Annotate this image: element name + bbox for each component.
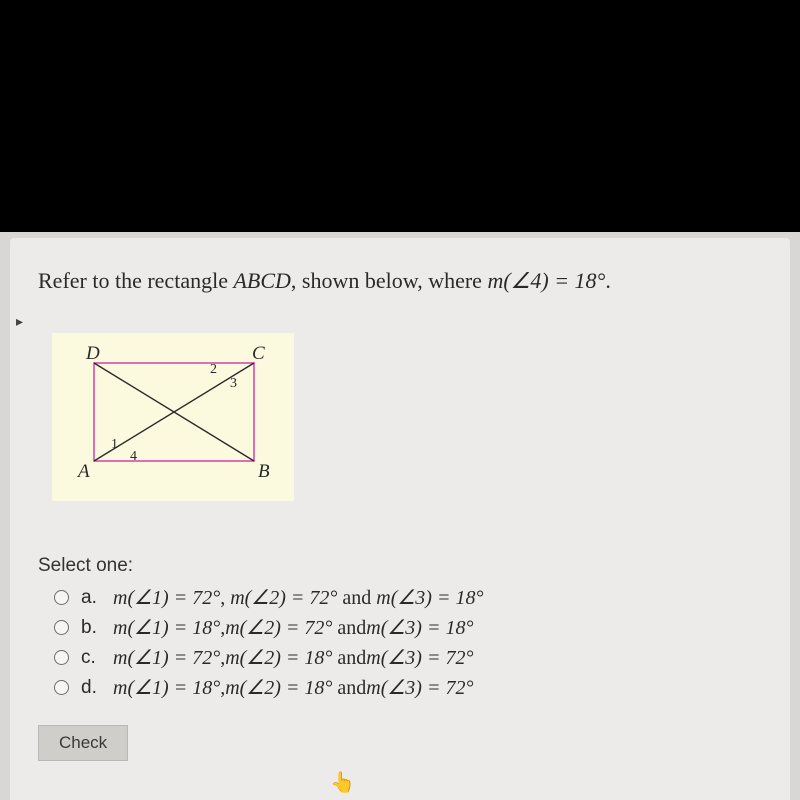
- option-c[interactable]: c. m(∠1) = 72°,m(∠2) = 18° andm(∠3) = 72…: [54, 643, 762, 673]
- option-b[interactable]: b. m(∠1) = 18°,m(∠2) = 72° andm(∠3) = 18…: [54, 613, 762, 643]
- question-mid: , shown below, where: [291, 268, 488, 293]
- radio-b[interactable]: [54, 620, 69, 635]
- select-one-label: Select one:: [38, 555, 762, 577]
- question-prefix: Refer to the rectangle: [38, 268, 233, 293]
- given-expression: m(∠4) = 18°: [487, 268, 605, 293]
- cursor-icon: 👆: [330, 770, 355, 795]
- option-letter-d: d.: [81, 677, 101, 699]
- check-button[interactable]: Check: [38, 725, 128, 761]
- side-tick-mark: ▸: [16, 314, 23, 331]
- label-angle-4: 4: [130, 449, 137, 464]
- option-text-b: m(∠1) = 18°,m(∠2) = 72° andm(∠3) = 18°: [113, 615, 473, 640]
- option-a[interactable]: a. m(∠1) = 72°, m(∠2) = 72° and m(∠3) = …: [54, 583, 762, 613]
- label-d: D: [85, 343, 100, 364]
- question-text: Refer to the rectangle ABCD, shown below…: [38, 266, 762, 297]
- option-letter-b: b.: [81, 617, 101, 639]
- label-a: A: [76, 461, 90, 482]
- shape-name: ABCD: [233, 268, 290, 293]
- question-panel: ▸ Refer to the rectangle ABCD, shown bel…: [10, 238, 790, 800]
- label-b: B: [258, 461, 270, 482]
- radio-c[interactable]: [54, 650, 69, 665]
- option-letter-a: a.: [81, 587, 101, 609]
- radio-a[interactable]: [54, 590, 69, 605]
- black-letterbox-top: [0, 0, 800, 232]
- option-text-a: m(∠1) = 72°, m(∠2) = 72° and m(∠3) = 18°: [113, 585, 483, 610]
- figure-svg: D C A B 1 4 2 3: [52, 333, 294, 501]
- label-angle-3: 3: [230, 376, 237, 391]
- option-letter-c: c.: [81, 647, 101, 669]
- rectangle-figure: D C A B 1 4 2 3: [52, 333, 294, 501]
- option-text-d: m(∠1) = 18°,m(∠2) = 18° andm(∠3) = 72°: [113, 675, 473, 700]
- option-text-c: m(∠1) = 72°,m(∠2) = 18° andm(∠3) = 72°: [113, 645, 473, 670]
- screen-area: ▸ Refer to the rectangle ABCD, shown bel…: [0, 232, 800, 800]
- options-group: a. m(∠1) = 72°, m(∠2) = 72° and m(∠3) = …: [54, 583, 762, 703]
- label-angle-2: 2: [210, 362, 217, 377]
- radio-d[interactable]: [54, 680, 69, 695]
- label-c: C: [252, 343, 265, 364]
- question-suffix: .: [605, 268, 611, 293]
- label-angle-1: 1: [111, 437, 118, 452]
- option-d[interactable]: d. m(∠1) = 18°,m(∠2) = 18° andm(∠3) = 72…: [54, 673, 762, 703]
